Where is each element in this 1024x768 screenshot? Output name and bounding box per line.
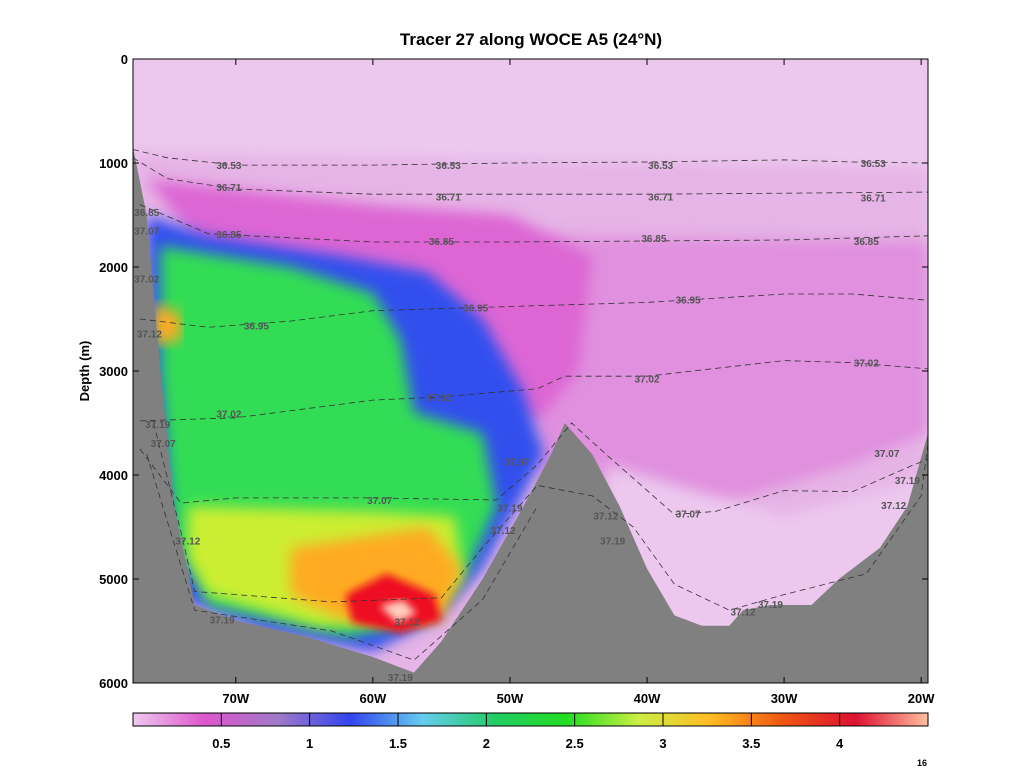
x-tick-label: 50W <box>497 691 524 706</box>
y-tick-label: 2000 <box>99 260 128 275</box>
contour-label: 37.12 <box>730 607 755 618</box>
contour-label: 36.71 <box>216 183 241 194</box>
contour-label: 36.85 <box>641 234 666 245</box>
contour-label: 36.95 <box>676 295 701 306</box>
western-slope <box>133 147 146 683</box>
contour-label: 37.19 <box>388 673 413 684</box>
contour-label: 37.02 <box>134 275 159 286</box>
x-tick-label: 40W <box>634 691 661 706</box>
contour-label: 37.02 <box>216 410 241 421</box>
contour-label: 36.85 <box>216 230 241 241</box>
contour-label: 36.71 <box>861 193 886 204</box>
colorbar-tick-label: 3 <box>659 736 666 751</box>
seafloor <box>133 147 928 683</box>
field-region-east-deep <box>537 235 928 507</box>
contour-label: 37.12 <box>175 537 200 548</box>
contour-label: 36.53 <box>436 161 461 172</box>
contour-label: 36.71 <box>648 192 673 203</box>
contour-label: 37.12 <box>137 330 162 341</box>
plot-area: 36.53 36.53 36.53 36.53 36.71 36.71 36.71 36.71… <box>133 59 928 684</box>
contour-label: 37.12 <box>491 526 516 537</box>
contour-label: 37.07 <box>151 439 176 450</box>
contour-label: 37.07 <box>504 458 529 469</box>
contour-36-85 <box>139 204 928 243</box>
colorbar-gradient <box>132 712 929 727</box>
contour-label: 36.85 <box>134 208 159 219</box>
contour-37-02 <box>139 360 928 422</box>
contour-37-07 <box>139 422 928 515</box>
y-axis-label: Depth (m) <box>77 341 92 402</box>
contour-label: 36.95 <box>244 321 269 332</box>
seafloor-bathymetry <box>133 147 928 683</box>
contour-label: 37.12 <box>395 618 420 629</box>
contour-label: 36.53 <box>648 161 673 172</box>
contour-label: 36.85 <box>854 237 879 248</box>
contour-label: 37.02 <box>426 393 451 404</box>
field-region-red-peak <box>379 599 417 623</box>
y-tick-label: 6000 <box>99 676 128 691</box>
contour-37-19 <box>146 454 538 661</box>
contour-label: 37.19 <box>210 616 235 627</box>
contour-label: 36.95 <box>463 304 488 315</box>
colorbar-tick-label: 2.5 <box>566 736 584 751</box>
contour-label: 36.85 <box>429 237 454 248</box>
y-tick-label: 5000 <box>99 572 128 587</box>
contour-37-12 <box>153 422 928 611</box>
contour-36-71 <box>133 157 928 195</box>
colorbar-tick-label: 2 <box>483 736 490 751</box>
colorbar: 0.5 1 1.5 2 2.5 3 3.5 4 <box>132 712 929 751</box>
x-tick-label: 60W <box>360 691 387 706</box>
contour-label: 37.02 <box>854 359 879 370</box>
y-tick-label: 1000 <box>99 156 128 171</box>
contour-label: 37.19 <box>758 600 783 611</box>
x-tick-label: 30W <box>771 691 798 706</box>
x-tick-label: 70W <box>222 691 249 706</box>
chart-title: Tracer 27 along WOCE A5 (24°N) <box>400 30 662 49</box>
contour-label: 37.19 <box>600 537 625 548</box>
colorbar-tick-label: 3.5 <box>742 736 760 751</box>
contour-label: 37.19 <box>895 476 920 487</box>
contour-label: 37.07 <box>874 449 899 460</box>
contour-label: 36.53 <box>861 159 886 170</box>
colorbar-tick-label: 1 <box>306 736 313 751</box>
x-tick-label: 20W <box>908 691 935 706</box>
y-tick-label: 0 <box>121 52 128 67</box>
contour-label: 37.12 <box>593 512 618 523</box>
y-axis: 0 1000 2000 3000 4000 5000 6000 <box>99 52 928 691</box>
colorbar-tick-label: 4 <box>836 736 844 751</box>
field-region-orange-core-west <box>153 303 181 345</box>
contour-label: 36.71 <box>436 192 461 203</box>
colorbar-tick-label: 0.5 <box>212 736 230 751</box>
contour-label: 37.12 <box>881 501 906 512</box>
salinity-contours <box>133 149 928 661</box>
contour-label: 37.07 <box>676 510 701 521</box>
contour-label: 37.19 <box>497 503 522 514</box>
contour-labels: 36.53 36.53 36.53 36.53 36.71 36.71 36.71 36.71… <box>134 159 920 684</box>
page-number: 16 <box>917 758 927 768</box>
colorbar-tick-label: 1.5 <box>389 736 407 751</box>
tracer-field <box>133 59 928 683</box>
y-tick-label: 3000 <box>99 364 128 379</box>
y-tick-label: 4000 <box>99 468 128 483</box>
contour-label: 37.19 <box>145 420 170 431</box>
contour-label: 37.07 <box>134 227 159 238</box>
x-axis: 70W 60W 50W 40W 30W 20W <box>222 59 935 706</box>
contour-label: 37.02 <box>634 374 659 385</box>
contour-label: 36.53 <box>216 161 241 172</box>
contour-36-95 <box>139 293 928 328</box>
contour-label: 37.07 <box>367 496 392 507</box>
colorbar-ticks: 0.5 1 1.5 2 2.5 3 3.5 4 <box>212 713 844 751</box>
